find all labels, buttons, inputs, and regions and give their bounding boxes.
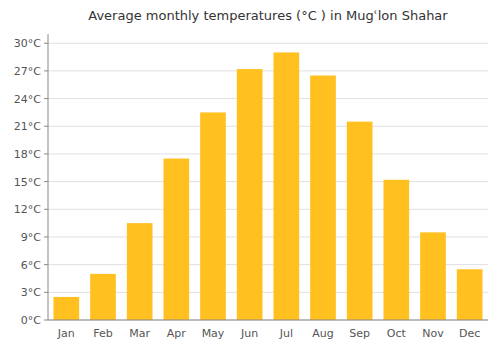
y-axis: 0°C 3°C 6°C 9°C 12°C 15°C 18°C 21°C 24°C 27°C 30°C: [14, 34, 48, 327]
y-tick-label: 9°C: [21, 231, 41, 244]
bar: [457, 269, 483, 320]
x-tick-label: Jun: [240, 327, 258, 340]
x-tick-label: Nov: [422, 327, 444, 340]
y-tick-label: 6°C: [21, 259, 41, 272]
bar: [164, 159, 190, 320]
y-axis-line: [48, 34, 49, 320]
grid-line: [48, 181, 488, 182]
grid-line: [48, 209, 488, 210]
grid-line: [48, 70, 488, 71]
bars: [54, 52, 483, 320]
bar: [420, 232, 446, 320]
x-tick-label: Feb: [93, 327, 112, 340]
grid-line: [48, 98, 488, 99]
x-axis: Jan Feb Mar Apr May Jun Jul Aug Sep Oct Nov Dec: [48, 320, 488, 340]
bar: [54, 297, 80, 320]
x-axis-line: [48, 320, 488, 321]
y-tick-label: 30°C: [14, 37, 41, 50]
chart-container: 0°C 3°C 6°C 9°C 12°C 15°C 18°C 21°C 24°C 27°C 30°C…: [0, 0, 500, 350]
y-tick-label: 27°C: [14, 65, 41, 78]
y-tick-label: 18°C: [14, 148, 41, 161]
bar: [274, 52, 300, 320]
bar: [90, 274, 116, 320]
y-tick: [44, 98, 48, 99]
grid-line: [48, 153, 488, 154]
bar: [384, 180, 410, 320]
bar: [200, 112, 226, 320]
y-tick: [44, 264, 48, 265]
x-tick-label: Oct: [387, 327, 407, 340]
chart-svg: 0°C 3°C 6°C 9°C 12°C 15°C 18°C 21°C 24°C 27°C 30°C…: [0, 0, 500, 350]
y-tick-label: 15°C: [14, 176, 41, 189]
x-tick-label: Mar: [129, 327, 150, 340]
x-tick-label: Aug: [312, 327, 333, 340]
y-tick-label: 0°C: [21, 314, 41, 327]
y-tick: [44, 209, 48, 210]
y-tick: [44, 126, 48, 127]
bar: [127, 223, 153, 320]
y-tick-label: 12°C: [14, 203, 41, 216]
x-tick-label: Jan: [57, 327, 75, 340]
bar: [310, 76, 336, 320]
x-tick-label: Jul: [279, 327, 293, 340]
title: Average monthly temperatures (°C ) in Mu…: [88, 8, 448, 23]
y-tick-label: 3°C: [21, 286, 41, 299]
y-tick: [44, 292, 48, 293]
y-tick: [44, 181, 48, 182]
x-tick-label: Dec: [459, 327, 480, 340]
grid-line: [48, 43, 488, 44]
x-tick-label: Apr: [167, 327, 187, 340]
bar: [237, 69, 263, 320]
grid: [48, 43, 488, 320]
y-tick: [44, 70, 48, 71]
y-tick-label: 21°C: [14, 120, 41, 133]
x-tick-label: May: [202, 327, 225, 340]
y-tick: [44, 43, 48, 44]
grid-line: [48, 126, 488, 127]
y-tick: [44, 236, 48, 237]
grid-line: [48, 320, 488, 321]
y-tick-label: 24°C: [14, 93, 41, 106]
x-tick-label: Sep: [349, 327, 370, 340]
y-tick: [44, 320, 48, 321]
y-tick: [44, 153, 48, 154]
bar: [347, 122, 373, 320]
